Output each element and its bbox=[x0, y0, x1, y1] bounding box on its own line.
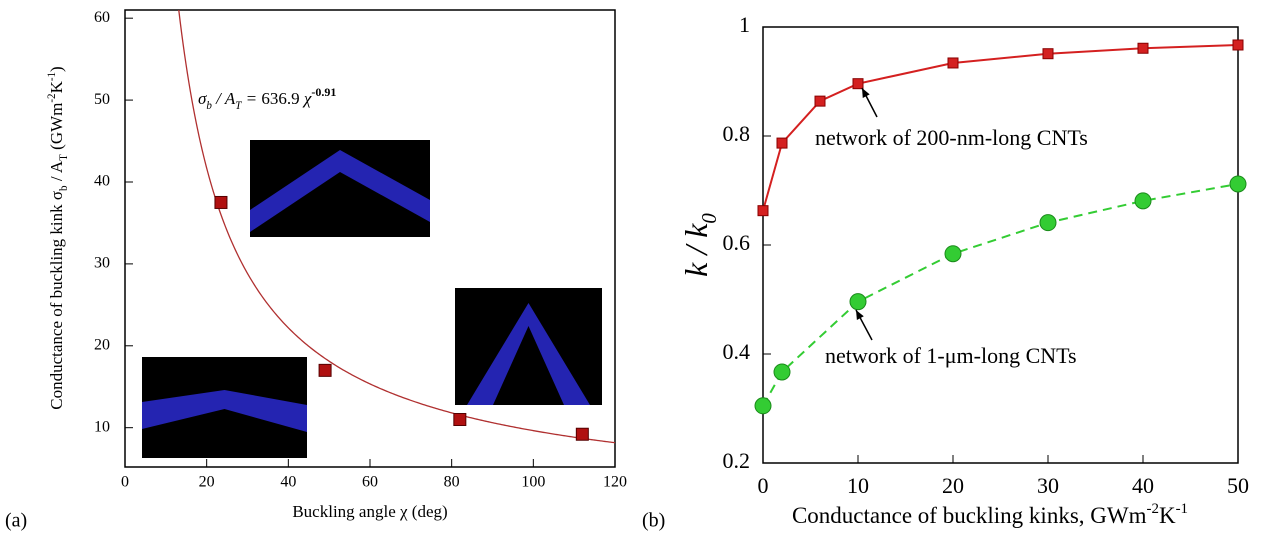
y-tick-label: 0.2 bbox=[723, 448, 751, 473]
label-part: ) bbox=[47, 66, 66, 72]
label-part: χ bbox=[300, 89, 312, 108]
label-part: = bbox=[241, 89, 261, 108]
data-point bbox=[1229, 175, 1247, 193]
x-tick-label: 120 bbox=[603, 474, 627, 491]
x-tick-label: 40 bbox=[280, 474, 296, 491]
inset-label: 45 degree bbox=[150, 366, 195, 377]
y-tick-label: 10 bbox=[94, 418, 110, 435]
series-line bbox=[762, 182, 1239, 407]
label-part: / A bbox=[47, 160, 66, 185]
label-part: -2 bbox=[46, 93, 58, 102]
label-part: -1 bbox=[1176, 501, 1188, 517]
series-line bbox=[762, 43, 1239, 211]
label-part: K bbox=[47, 80, 66, 93]
x-tick-label: 20 bbox=[199, 474, 215, 491]
annotation: network of 200-nm-long CNTs bbox=[815, 125, 1088, 150]
panel-label: (a) bbox=[5, 510, 27, 532]
data-point bbox=[852, 78, 864, 90]
data-point bbox=[1232, 39, 1244, 51]
data-point bbox=[1137, 42, 1149, 54]
x-tick-label: 0 bbox=[758, 473, 769, 498]
inset-label: 60 degree bbox=[258, 149, 303, 160]
label-part: / A bbox=[212, 89, 236, 108]
arrow-head bbox=[862, 88, 870, 98]
data-point bbox=[318, 363, 332, 377]
label-part: b bbox=[58, 185, 70, 191]
arrow-head bbox=[856, 310, 864, 320]
label-part: 0 bbox=[698, 213, 721, 224]
label-part: Conductance of buckling kink σ bbox=[47, 191, 66, 410]
label-part: Conductance of buckling kinks, GWm bbox=[792, 503, 1147, 528]
label-part: k / k bbox=[678, 223, 714, 277]
inset-kink bbox=[142, 390, 307, 432]
y-tick-label: 60 bbox=[94, 9, 110, 26]
fit-label: σb / AT = 636.9 χ-0.91 bbox=[198, 85, 336, 112]
y-axis-title: Conductance of buckling kink σb / AT (GW… bbox=[46, 66, 70, 409]
y-tick-label: 0.8 bbox=[723, 121, 751, 146]
x-tick-label: 0 bbox=[121, 474, 129, 491]
x-tick-label: 100 bbox=[521, 474, 545, 491]
label-part: K bbox=[1159, 503, 1176, 528]
fit-exponent: -0.91 bbox=[311, 85, 336, 99]
data-point bbox=[776, 137, 788, 149]
fit-coefficient: 636.9 bbox=[261, 89, 299, 108]
x-tick-label: 30 bbox=[1037, 473, 1059, 498]
data-point bbox=[947, 57, 959, 69]
data-point bbox=[757, 205, 769, 217]
label-part: -1 bbox=[46, 72, 58, 81]
x-tick-label: 80 bbox=[444, 474, 460, 491]
label-part: (GWm bbox=[47, 103, 66, 154]
data-point bbox=[453, 412, 467, 426]
data-point bbox=[1134, 192, 1152, 210]
label-part: T bbox=[235, 100, 242, 112]
y-tick-label: 40 bbox=[94, 173, 110, 190]
x-tick-label: 10 bbox=[847, 473, 869, 498]
x-tick-label: 40 bbox=[1132, 473, 1154, 498]
data-point bbox=[773, 363, 791, 381]
fit-curve bbox=[178, 9, 616, 444]
data-point bbox=[1042, 48, 1054, 60]
x-axis-title: Conductance of buckling kinks, GWm-2K-1 bbox=[792, 501, 1188, 528]
annotation: network of 1-μm-long CNTs bbox=[825, 343, 1077, 368]
data-point bbox=[944, 245, 962, 263]
y-tick-label: 30 bbox=[94, 255, 110, 272]
x-axis-title: Buckling angle χ (deg) bbox=[292, 502, 447, 521]
data-point bbox=[214, 195, 228, 209]
x-tick-label: 50 bbox=[1227, 473, 1249, 498]
data-point bbox=[754, 397, 772, 415]
data-point bbox=[849, 293, 867, 311]
label-part: b bbox=[206, 100, 212, 112]
label-part: T bbox=[58, 154, 70, 161]
inset-kink bbox=[467, 303, 590, 405]
x-tick-label: 60 bbox=[362, 474, 378, 491]
plot-frame bbox=[762, 26, 1239, 464]
y-tick-label: 50 bbox=[94, 91, 110, 108]
y-axis-title: k / k0 bbox=[678, 213, 721, 277]
y-tick-label: 20 bbox=[94, 336, 110, 353]
label-part: Buckling angle χ (deg) bbox=[292, 502, 447, 521]
y-tick-label: 0.4 bbox=[723, 339, 751, 364]
label-part: -2 bbox=[1146, 501, 1158, 517]
x-tick-label: 20 bbox=[942, 473, 964, 498]
data-point bbox=[814, 95, 826, 107]
y-tick-label: 0.6 bbox=[723, 230, 751, 255]
panel-label: (b) bbox=[642, 510, 665, 532]
label-part: σ bbox=[198, 89, 207, 108]
inset-label: 120 degree bbox=[463, 297, 514, 308]
y-tick-label: 1 bbox=[739, 12, 750, 37]
data-point bbox=[575, 427, 589, 441]
inset-kink bbox=[250, 150, 430, 232]
data-point bbox=[1039, 214, 1057, 232]
